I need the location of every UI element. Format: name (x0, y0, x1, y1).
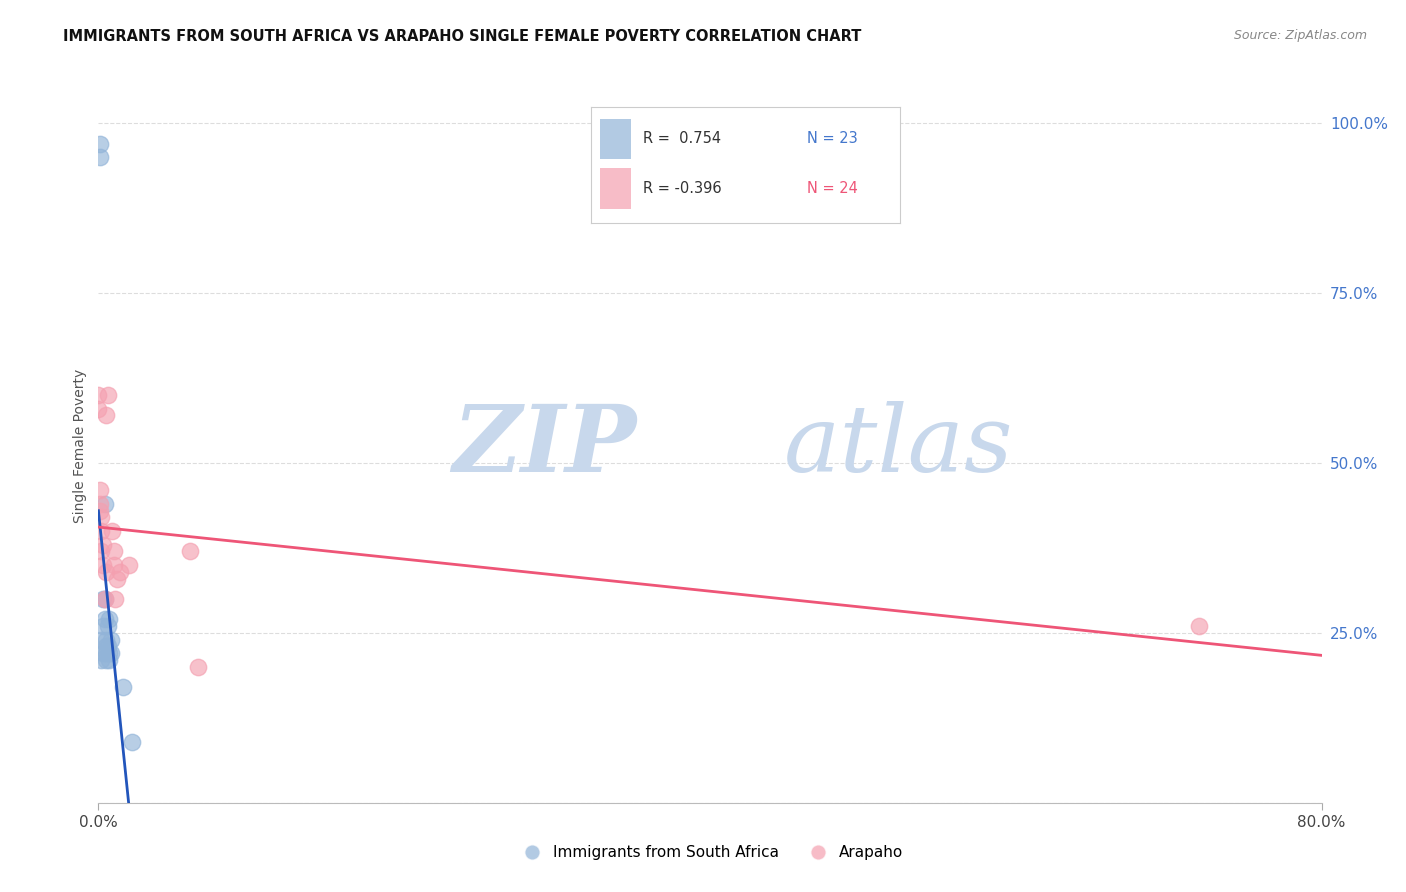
Text: R = -0.396: R = -0.396 (643, 181, 721, 196)
Text: N = 23: N = 23 (807, 131, 858, 146)
Point (90, 632, 112, 647)
Point (89, 150, 111, 164)
Point (100, 632, 122, 647)
Text: R =  0.754: R = 0.754 (643, 131, 721, 146)
Point (98, 646, 121, 660)
Point (104, 591, 127, 606)
Point (94, 409, 117, 423)
Text: IMMIGRANTS FROM SOUTH AFRICA VS ARAPAHO SINGLE FEMALE POVERTY CORRELATION CHART: IMMIGRANTS FROM SOUTH AFRICA VS ARAPAHO … (63, 29, 862, 44)
Point (87, 401, 110, 416)
Point (93, 497, 115, 511)
Point (97, 640, 120, 654)
Point (91, 646, 114, 660)
Point (103, 544, 125, 558)
Bar (600, 119, 631, 159)
Point (94, 632, 117, 647)
Text: atlas: atlas (783, 401, 1012, 491)
Point (108, 565, 131, 579)
Point (91, 537, 114, 551)
Point (101, 524, 124, 538)
Point (93, 612, 115, 626)
Point (111, 680, 134, 694)
Text: Source: ZipAtlas.com: Source: ZipAtlas.com (1233, 29, 1367, 42)
Point (94, 640, 117, 654)
Point (90, 653, 112, 667)
Text: N = 24: N = 24 (807, 181, 858, 196)
Legend: Immigrants from South Africa, Arapaho: Immigrants from South Africa, Arapaho (510, 839, 910, 866)
Point (90, 510, 112, 524)
Point (89, 136, 111, 151)
Point (97, 619, 120, 633)
Point (91, 558, 114, 572)
Bar (600, 169, 631, 209)
Point (87, 388, 110, 402)
Point (91, 591, 114, 606)
Point (94, 565, 117, 579)
Point (121, 734, 143, 748)
Point (103, 558, 125, 572)
Point (94, 646, 117, 660)
Point (89, 497, 111, 511)
Point (1188, 619, 1211, 633)
Point (93, 591, 115, 606)
Point (105, 572, 128, 586)
Point (90, 524, 112, 538)
Point (187, 660, 209, 674)
Text: ZIP: ZIP (453, 401, 637, 491)
Point (90, 544, 112, 558)
Y-axis label: Single Female Poverty: Single Female Poverty (73, 369, 87, 523)
Point (94, 653, 117, 667)
Point (118, 558, 141, 572)
Point (89, 483, 111, 498)
Point (93, 591, 115, 606)
Point (179, 544, 201, 558)
Point (97, 388, 120, 402)
Point (98, 612, 121, 626)
Point (91, 619, 114, 633)
Point (98, 653, 121, 667)
Point (100, 646, 122, 660)
Point (89, 503, 111, 517)
